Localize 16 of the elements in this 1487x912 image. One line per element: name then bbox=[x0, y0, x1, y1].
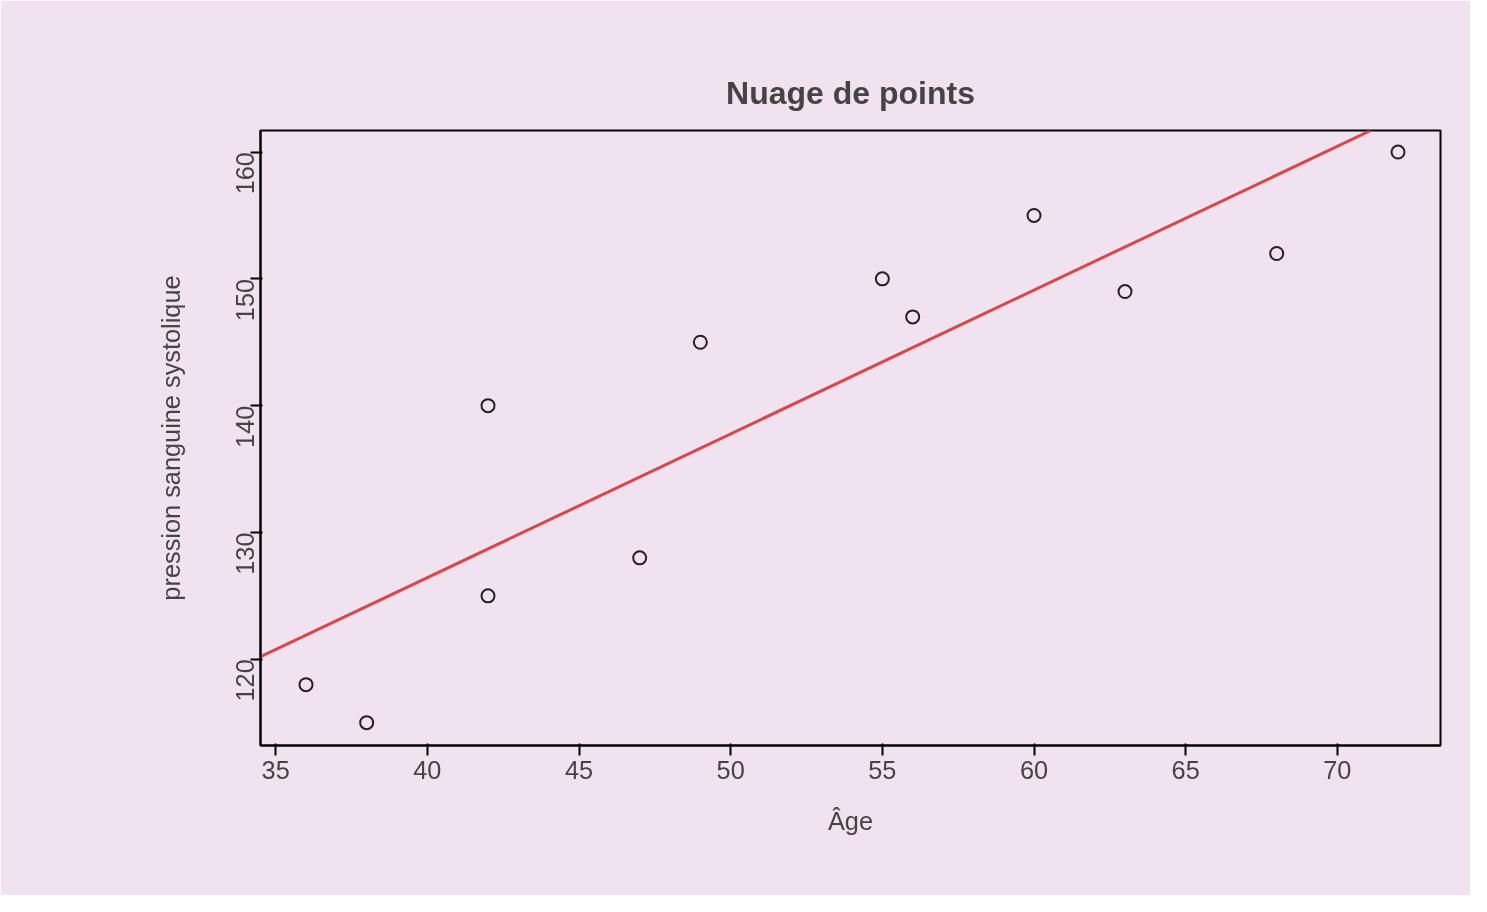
y-tick-label: 130 bbox=[231, 532, 260, 575]
x-tick-label: 65 bbox=[1171, 755, 1200, 784]
x-tick-label: 40 bbox=[413, 755, 442, 784]
y-axis-title: pression sanguine systolique bbox=[156, 275, 185, 601]
y-tick-label: 120 bbox=[231, 659, 260, 702]
y-tick-label: 150 bbox=[231, 278, 260, 322]
x-tick-label: 45 bbox=[564, 755, 594, 784]
x-tick-label: 70 bbox=[1323, 755, 1352, 784]
y-tick-label: 160 bbox=[231, 152, 260, 195]
x-tick-label: 55 bbox=[868, 755, 897, 784]
x-tick-label: 35 bbox=[261, 755, 290, 784]
x-tick-label: 50 bbox=[716, 755, 745, 784]
x-axis-title: Âge bbox=[827, 806, 874, 835]
chart-title: Nuage de points bbox=[726, 74, 975, 111]
y-tick-label: 140 bbox=[231, 405, 260, 448]
x-tick-label: 60 bbox=[1019, 755, 1049, 784]
